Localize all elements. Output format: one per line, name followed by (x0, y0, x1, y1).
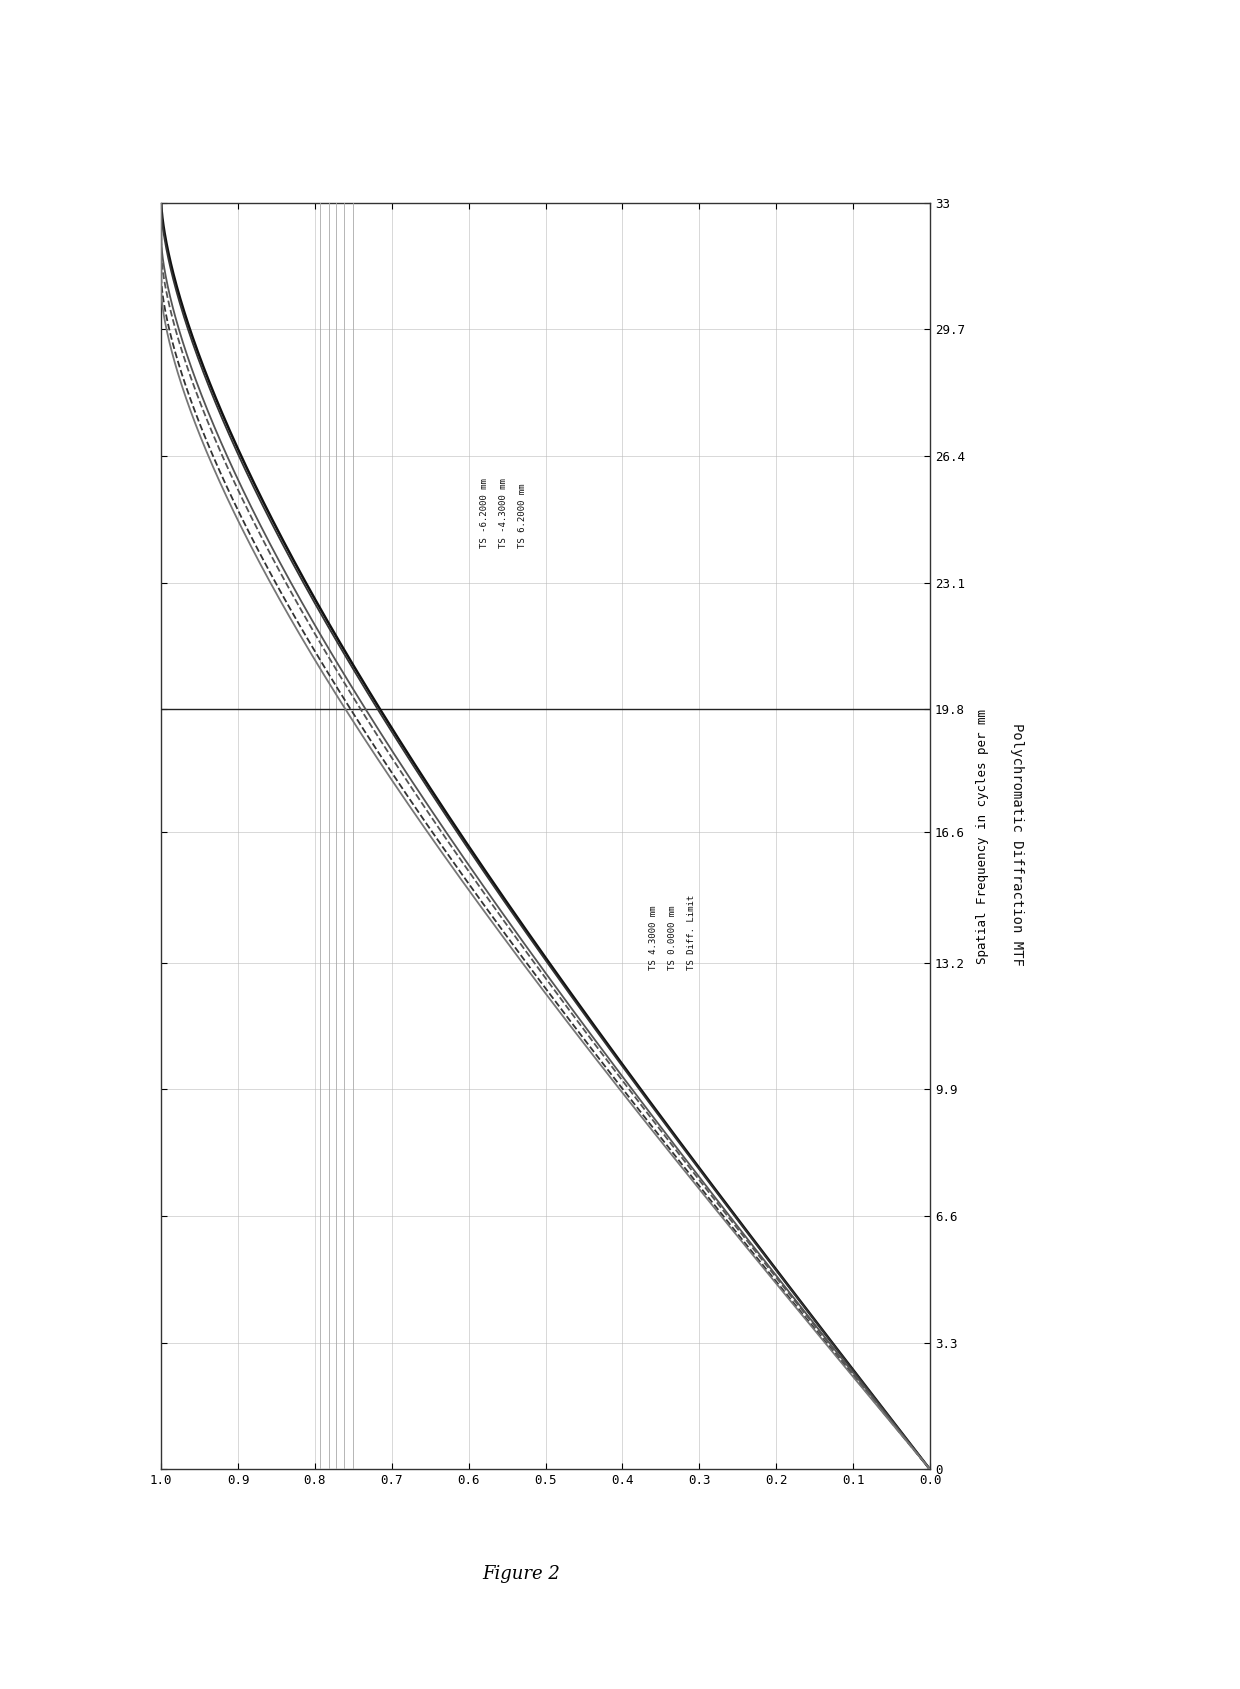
Text: TS -4.3000 mm: TS -4.3000 mm (498, 478, 508, 549)
Text: TS 0.0000 mm: TS 0.0000 mm (668, 905, 677, 971)
Text: TS 6.2000 mm: TS 6.2000 mm (518, 483, 527, 549)
Text: Figure 2: Figure 2 (482, 1566, 559, 1583)
Text: Polychromatic Diffraction MTF: Polychromatic Diffraction MTF (1009, 723, 1024, 966)
Text: TS Diff. Limit: TS Diff. Limit (687, 895, 696, 971)
Text: TS 4.3000 mm: TS 4.3000 mm (649, 905, 657, 971)
Y-axis label: Spatial Frequency in cycles per mm: Spatial Frequency in cycles per mm (976, 709, 990, 963)
Text: TS -6.2000 mm: TS -6.2000 mm (480, 478, 489, 549)
